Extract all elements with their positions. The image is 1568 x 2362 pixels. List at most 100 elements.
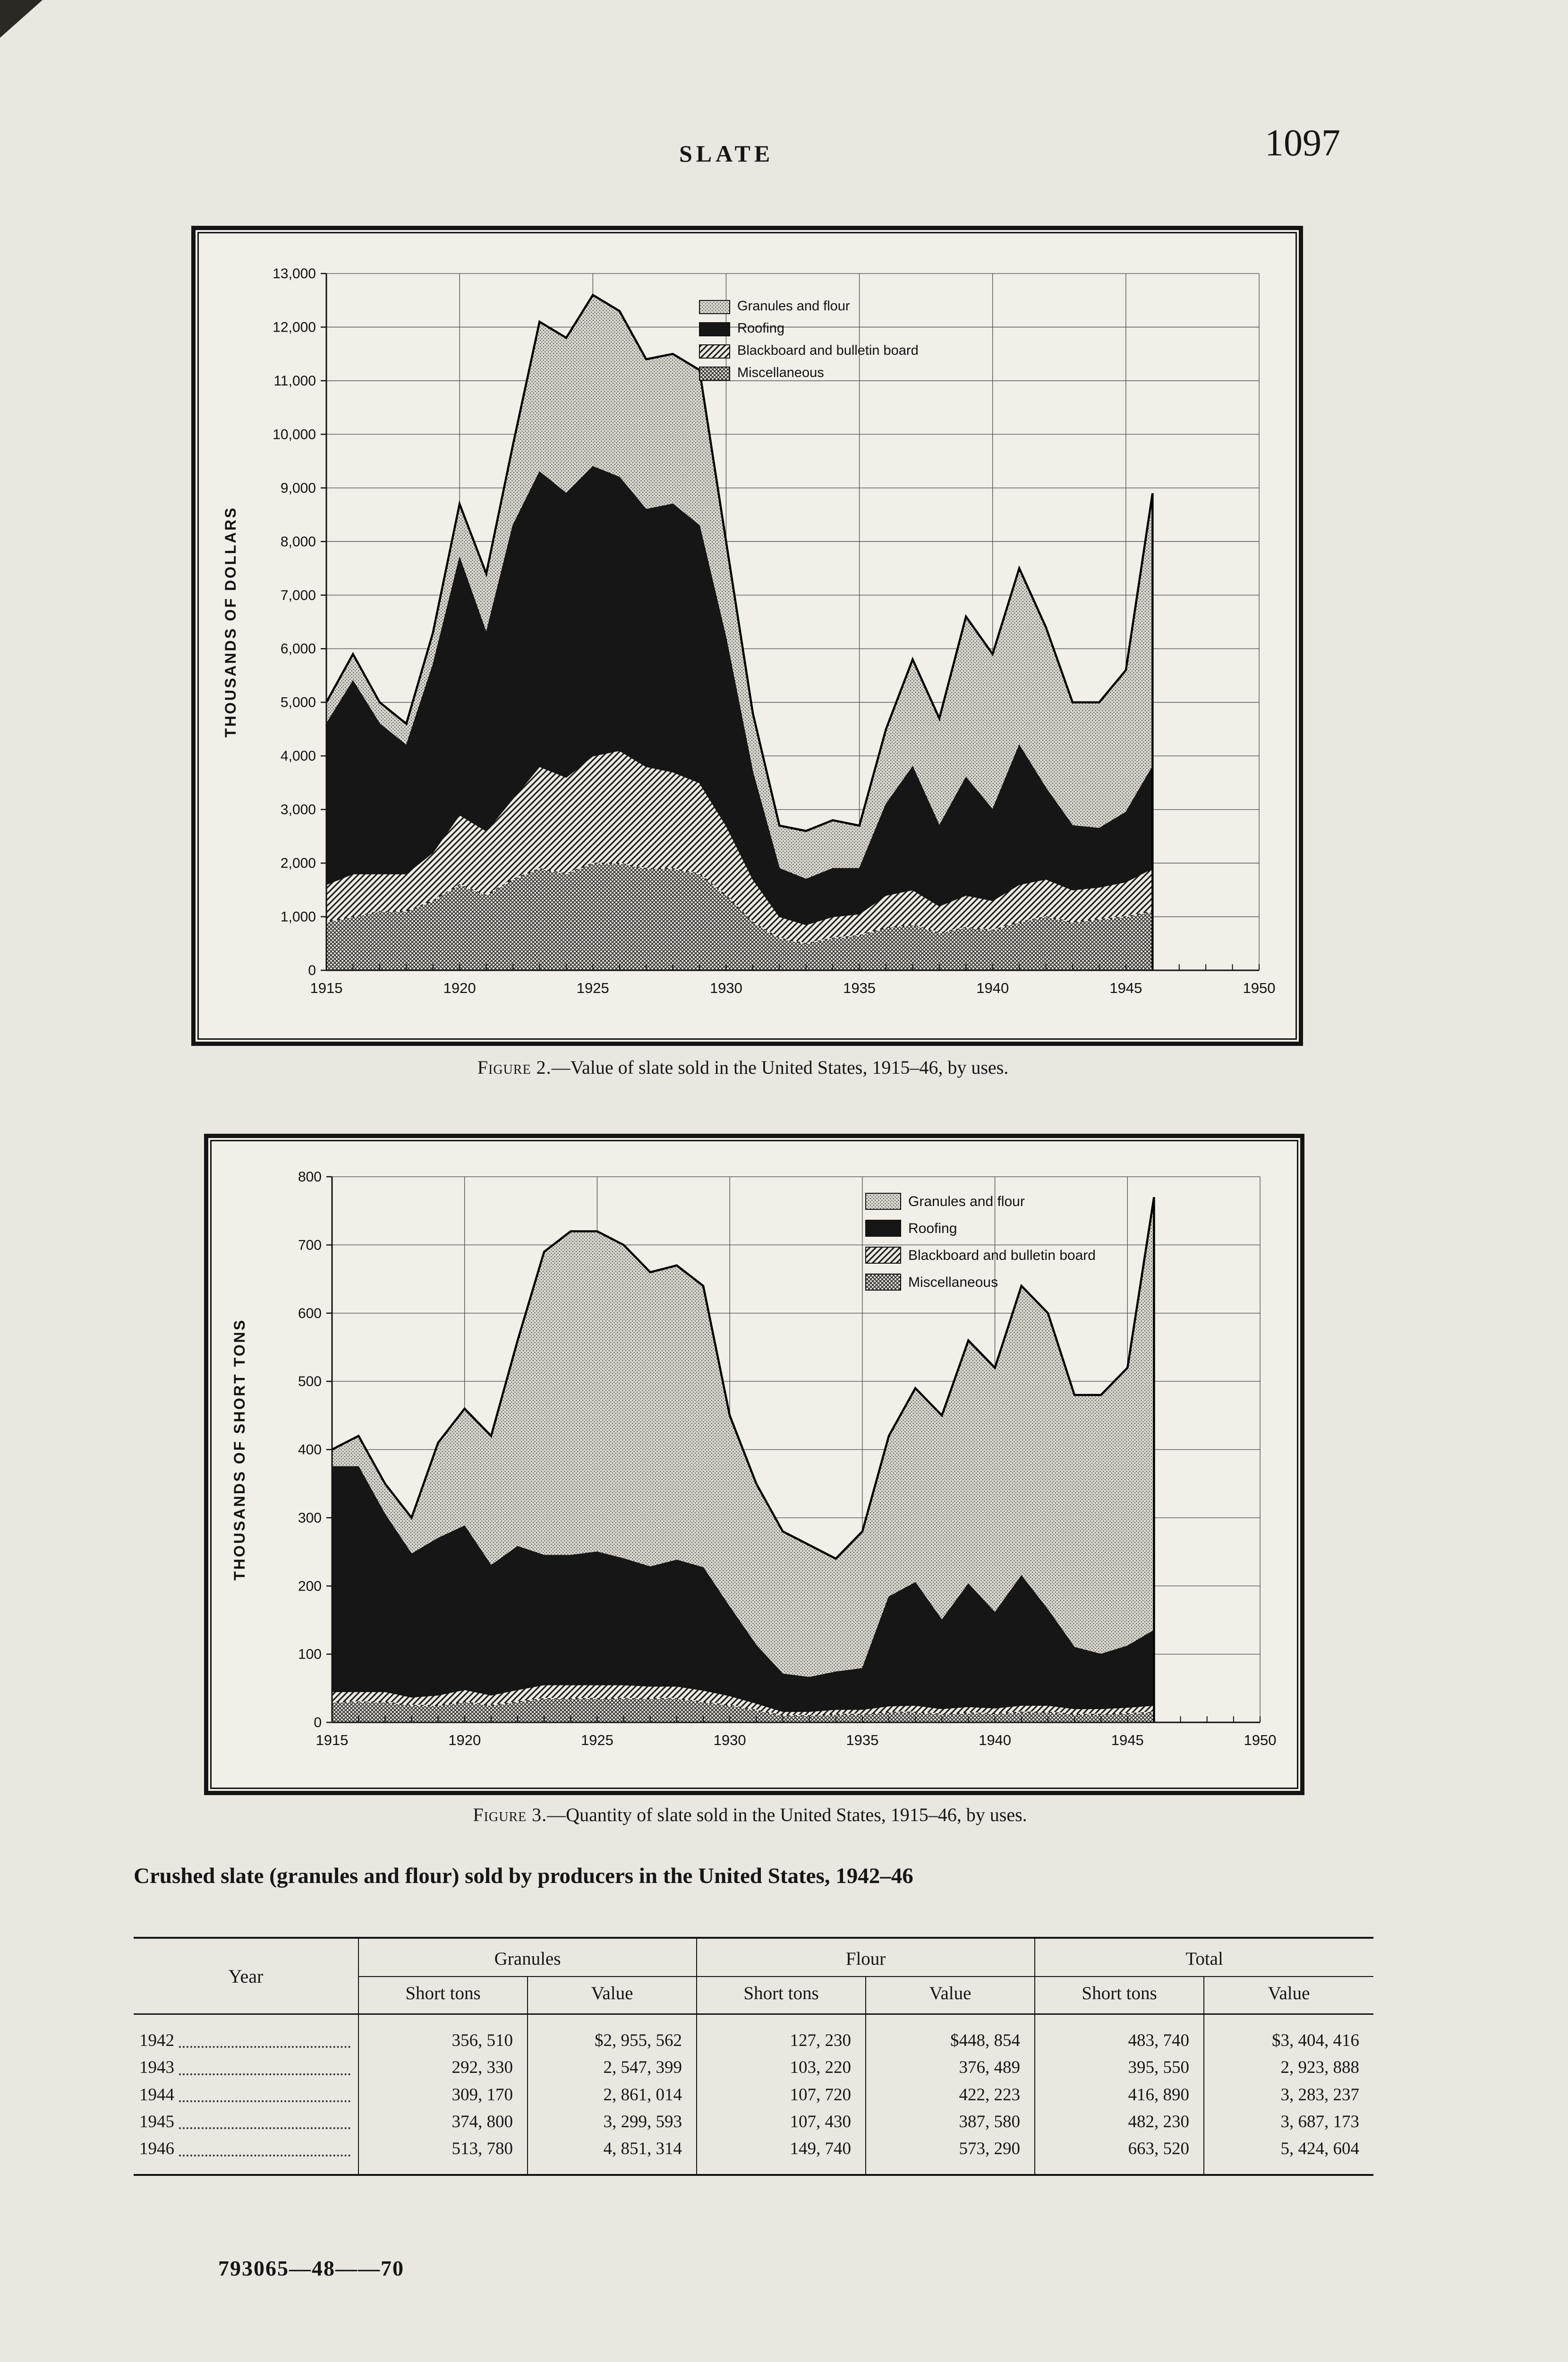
chart2-legend-label-granules: Granules and flour [737, 299, 850, 314]
svg-text:11,000: 11,000 [273, 373, 316, 389]
cell-granules-shorttons: 356, 510 [358, 2014, 528, 2054]
cell-flour-value: 422, 223 [865, 2081, 1035, 2109]
cell-granules-shorttons: 374, 800 [358, 2108, 528, 2136]
col-header-total-value: Value [1203, 1977, 1374, 2015]
dot-leader [179, 2046, 350, 2048]
figure3-frame: 0 100 200 300 400 500 600 700 800 1915 1920 1925 193… [204, 1134, 1304, 1795]
col-group-granules: Granules [358, 1938, 697, 1977]
cell-flour-value: $448, 854 [865, 2014, 1035, 2054]
cell-total-shorttons: 416, 890 [1034, 2081, 1204, 2109]
figure3-caption-label: Figure 3. [473, 1804, 547, 1825]
svg-text:5,000: 5,000 [281, 695, 316, 710]
cell-total-value: 3, 687, 173 [1203, 2108, 1374, 2136]
figure2-caption: Figure 2.—Value of slate sold in the Uni… [191, 1056, 1295, 1078]
figure2-caption-label: Figure 2. [477, 1057, 552, 1078]
svg-text:300: 300 [298, 1510, 322, 1526]
table-row: 1946 513, 780 4, 851, 314 149, 740 573, … [134, 2135, 1374, 2175]
chart2-total-line [325, 293, 1154, 970]
svg-text:12,000: 12,000 [273, 319, 316, 335]
svg-text:100: 100 [298, 1647, 322, 1662]
chart3-legend: Granules and flour Roofing Blackboard and … [865, 1193, 1096, 1291]
row-year: 1945 [139, 2112, 174, 2132]
cell-granules-value: 2, 861, 014 [527, 2081, 697, 2109]
svg-text:4,000: 4,000 [281, 748, 316, 764]
figure2-caption-text: —Value of slate sold in the United State… [551, 1057, 1009, 1078]
svg-text:500: 500 [298, 1374, 322, 1389]
cell-flour-shorttons: 103, 220 [696, 2054, 866, 2081]
row-year: 1942 [139, 2031, 174, 2050]
col-group-total: Total [1034, 1938, 1374, 1977]
svg-text:1935: 1935 [846, 1732, 878, 1748]
svg-text:700: 700 [298, 1237, 322, 1253]
svg-text:1945: 1945 [1109, 980, 1142, 996]
figure3-inner-border: 0 100 200 300 400 500 600 700 800 1915 1920 1925 193… [210, 1140, 1298, 1789]
figure2-inner-border: 0 1,000 2,000 3,000 4,000 5,000 6,000 7,000 8,00… [197, 232, 1297, 1040]
crushed-slate-table: Year Granules Flour Total Short tons Val… [134, 1937, 1374, 2176]
figure3-caption-text: —Quantity of slate sold in the United St… [547, 1804, 1027, 1825]
chart3-legend-label-blackboard: Blackboard and bulletin board [908, 1248, 1096, 1263]
chart3-areas [331, 1197, 1155, 1723]
svg-text:10,000: 10,000 [273, 427, 316, 442]
svg-text:1925: 1925 [577, 980, 609, 996]
cell-total-shorttons: 483, 740 [1034, 2014, 1204, 2054]
chart2-axes [321, 273, 1260, 971]
chart2-legend: Granules and flour Roofing Blackboard and … [699, 299, 919, 381]
svg-text:THOUSANDS OF SHORT TONS: THOUSANDS OF SHORT TONS [231, 1318, 248, 1581]
svg-text:1915: 1915 [310, 980, 343, 996]
col-header-granules-shorttons: Short tons [358, 1977, 528, 2015]
table-row: 1945 374, 800 3, 299, 593 107, 430 387, … [134, 2108, 1374, 2136]
svg-text:200: 200 [298, 1578, 322, 1594]
col-header-year: Year [134, 1938, 358, 2015]
page-number: 1097 [1265, 122, 1340, 164]
cell-flour-shorttons: 107, 720 [696, 2081, 866, 2109]
svg-text:1915: 1915 [316, 1732, 349, 1748]
dot-leader [179, 2154, 350, 2157]
cell-flour-value: 387, 580 [865, 2108, 1035, 2136]
col-header-flour-shorttons: Short tons [696, 1977, 866, 2015]
cell-granules-value: $2, 955, 562 [527, 2014, 697, 2054]
cell-total-value: 3, 283, 237 [1203, 2081, 1374, 2109]
chart3-y-axis-title: THOUSANDS OF SHORT TONS [231, 1318, 248, 1581]
cell-granules-value: 2, 547, 399 [527, 2054, 697, 2081]
chart3-legend-label-granules: Granules and flour [908, 1194, 1025, 1209]
scan-corner-artifact [0, 0, 43, 38]
svg-text:7,000: 7,000 [281, 588, 316, 603]
table-row: 1942 356, 510 $2, 955, 562 127, 230 $448… [134, 2014, 1374, 2054]
figure3-caption: Figure 3.—Quantity of slate sold in the … [204, 1804, 1296, 1826]
svg-text:1930: 1930 [710, 980, 742, 996]
chart3-misc-boundary-line [332, 1698, 1154, 1716]
col-header-flour-value: Value [865, 1977, 1035, 2015]
chart3-total-line [331, 1197, 1155, 1722]
svg-text:1935: 1935 [843, 980, 876, 996]
cell-total-value: 2, 923, 888 [1203, 2054, 1374, 2081]
chart3-legend-label-misc: Miscellaneous [908, 1275, 998, 1290]
cell-total-shorttons: 482, 230 [1034, 2108, 1204, 2136]
table-row: 1943 292, 330 2, 547, 399 103, 220 376, … [134, 2054, 1374, 2081]
cell-granules-shorttons: 513, 780 [358, 2135, 528, 2175]
chart2-legend-swatch-blackboard [699, 344, 730, 359]
chart2-misc-boundary-line [326, 862, 1153, 944]
cell-granules-value: 3, 299, 593 [527, 2108, 697, 2136]
chart3-legend-label-roofing: Roofing [908, 1221, 957, 1236]
figure3-quantity-chart: 0 100 200 300 400 500 600 700 800 1915 1920 1925 193… [231, 1169, 1276, 1748]
chart2-legend-swatch-roofing [699, 322, 730, 336]
chart2-legend-label-roofing: Roofing [737, 321, 784, 336]
svg-text:8,000: 8,000 [281, 534, 316, 549]
cell-flour-shorttons: 149, 740 [696, 2135, 866, 2175]
col-header-total-shorttons: Short tons [1034, 1977, 1204, 2015]
cell-total-shorttons: 663, 520 [1034, 2135, 1204, 2175]
row-year: 1946 [139, 2139, 174, 2159]
svg-text:800: 800 [298, 1169, 322, 1185]
cell-total-value: 5, 424, 604 [1203, 2135, 1374, 2175]
table-row: 1944 309, 170 2, 861, 014 107, 720 422, … [134, 2081, 1374, 2109]
dot-leader [179, 2100, 350, 2103]
footer-print-code: 793065—48——70 [218, 2256, 404, 2280]
col-group-flour: Flour [696, 1938, 1035, 1977]
chart2-legend-label-misc: Miscellaneous [737, 365, 824, 380]
chart2-legend-label-blackboard: Blackboard and bulletin board [737, 343, 919, 358]
table-title: Crushed slate (granules and flour) sold … [134, 1864, 913, 1888]
svg-text:1920: 1920 [443, 980, 476, 996]
cell-granules-shorttons: 292, 330 [358, 2054, 528, 2081]
svg-text:1950: 1950 [1243, 980, 1276, 996]
